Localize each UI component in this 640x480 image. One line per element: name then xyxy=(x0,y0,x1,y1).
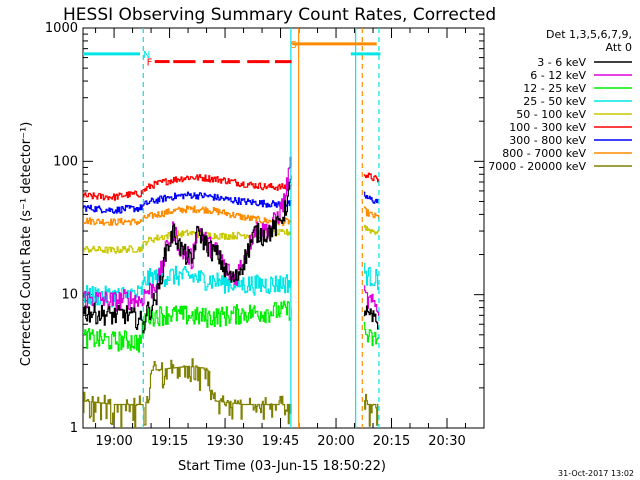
flag-label: S xyxy=(291,40,297,51)
x-tick-label: 20:00 xyxy=(317,434,354,449)
x-axis-label: Start Time (03-Jun-15 18:50:22) xyxy=(178,459,386,474)
y-tick-label: 1 xyxy=(70,421,78,436)
x-tick-label: 19:30 xyxy=(206,434,243,449)
series-line xyxy=(83,300,292,353)
legend-entry-label: 7000 - 20000 keV xyxy=(488,160,586,173)
plot-frame xyxy=(82,27,485,429)
x-tick-label: 19:45 xyxy=(262,434,299,449)
footer-date: 31-Oct-2017 13:02 xyxy=(558,469,634,478)
plot-area: 1 10 100 1000 19:00 19:15 19:30 19:45 20:00 20:15… xyxy=(45,21,485,449)
series-line xyxy=(83,191,292,214)
series-line xyxy=(83,174,292,201)
series-line xyxy=(83,265,292,308)
flag-label: N xyxy=(143,50,150,61)
series-line xyxy=(363,393,379,427)
flag-label: F xyxy=(147,58,153,69)
legend-entry-label: 50 - 100 keV xyxy=(516,108,586,121)
series-line xyxy=(363,285,380,316)
series-line xyxy=(363,191,380,204)
y-tick-label: 100 xyxy=(53,154,78,169)
series-line xyxy=(363,172,380,183)
series-line xyxy=(83,205,292,227)
chart-title: HESSI Observing Summary Count Rates, Cor… xyxy=(63,5,496,25)
x-tick-label: 19:00 xyxy=(95,434,132,449)
series-line xyxy=(83,358,292,428)
legend-entry-label: 300 - 800 keV xyxy=(509,134,586,147)
series-line xyxy=(83,175,292,334)
legend-entry-label: 6 - 12 keV xyxy=(530,69,586,82)
series-line xyxy=(363,206,380,220)
series-line xyxy=(363,224,380,235)
y-tick-label: 10 xyxy=(61,288,78,303)
legend-entry-label: 100 - 300 keV xyxy=(509,121,586,134)
legend-entry-label: 25 - 50 keV xyxy=(523,95,586,108)
x-tick-label: 19:15 xyxy=(151,434,188,449)
y-tick-label: 1000 xyxy=(45,21,78,36)
series-line xyxy=(363,263,380,290)
series-line xyxy=(363,321,380,347)
legend-header: Det 1,3,5,6,7,9, xyxy=(546,28,632,41)
y-axis-label: Corrected Count Rate (s⁻¹ detector⁻¹) xyxy=(19,122,34,367)
legend-entry-label: 12 - 25 keV xyxy=(523,82,586,95)
legend-header: Att 0 xyxy=(606,41,632,54)
x-tick-label: 20:15 xyxy=(373,434,410,449)
series-line xyxy=(363,305,380,330)
legend-entry-label: 800 - 7000 keV xyxy=(502,147,586,160)
legend-entry-label: 3 - 6 keV xyxy=(537,56,586,69)
x-tick-label: 20:30 xyxy=(428,434,465,449)
